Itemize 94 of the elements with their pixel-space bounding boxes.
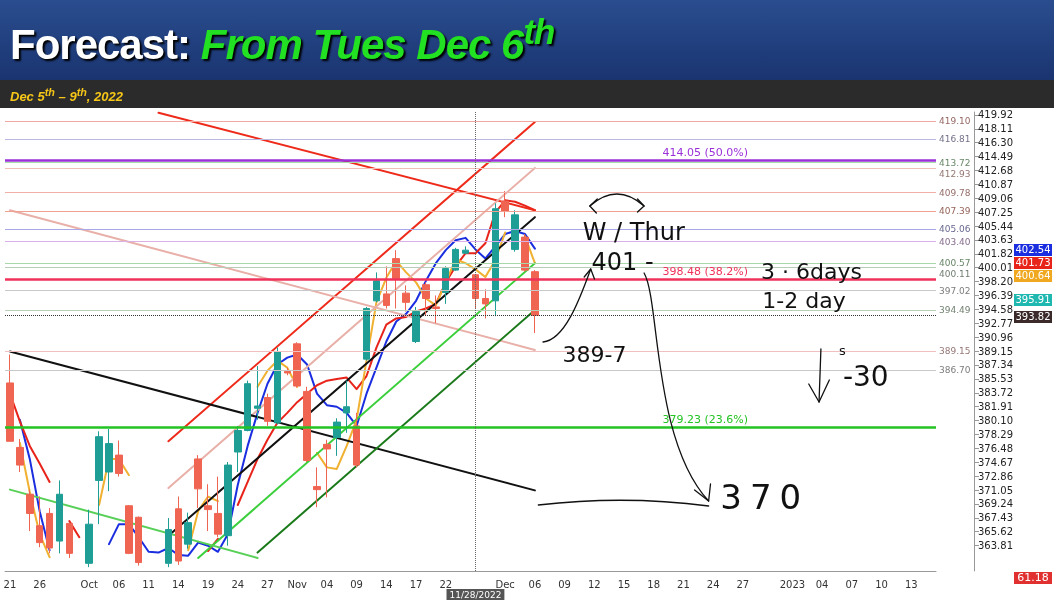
- y-tick-label: 389.15: [978, 345, 1013, 357]
- ref-line-label: 407.39: [939, 206, 971, 217]
- y-tick-label: 371.05: [978, 484, 1013, 496]
- y-tick-label: 365.62: [978, 526, 1013, 538]
- y-tick-label: 401.82: [978, 248, 1013, 260]
- y-tick-label: 372.86: [978, 470, 1013, 482]
- y-tick-label: 367.43: [978, 512, 1013, 524]
- x-tick-label: 24: [231, 578, 245, 590]
- y-tick-label: 381.91: [978, 401, 1013, 413]
- y-tick-label: 398.20: [978, 276, 1013, 288]
- x-tick-label: 26: [33, 578, 47, 590]
- x-tick-label: 2023: [779, 578, 806, 590]
- ref-line-label: 386.70: [939, 364, 971, 375]
- x-tick-label: 09: [558, 578, 571, 590]
- y-tick-label: 374.67: [978, 456, 1013, 468]
- x-tick-label: 19: [201, 578, 215, 590]
- x-tick-label: 11/28/2022: [449, 589, 502, 600]
- ref-line-label: 412.93: [939, 168, 971, 179]
- ref-line-label: 400.57: [939, 258, 971, 269]
- ref-line-label: 397.02: [939, 285, 971, 296]
- annotation: -30: [842, 359, 889, 393]
- x-tick-label: 22: [439, 578, 453, 590]
- text: 61.18: [1014, 571, 1052, 584]
- x-tick-label: Dec: [495, 578, 515, 590]
- chart-title: Forecast: From Tues Dec 6$^{th}$: [10, 12, 555, 68]
- y-tick-label: 396.39: [978, 290, 1013, 302]
- x-tick-label: 06: [112, 578, 126, 590]
- x-tick-label: 06: [528, 578, 542, 590]
- x-tick-label: 14: [379, 578, 393, 590]
- y-tick-label: 410.87: [978, 178, 1013, 190]
- y-tick-label: 380.10: [978, 415, 1013, 427]
- text: 402.54: [1014, 244, 1052, 256]
- ref-line-label: 409.78: [939, 187, 971, 198]
- x-tick-label: 21: [677, 578, 690, 590]
- annotation: 389-7: [562, 341, 627, 367]
- text: 401.73: [1014, 257, 1052, 269]
- y-tick-label: 383.72: [978, 387, 1013, 399]
- y-tick-label: 369.24: [978, 498, 1013, 510]
- x-tick-label: 21: [3, 578, 17, 590]
- y-tick-label: 390.96: [978, 331, 1013, 343]
- x-tick-label: 17: [409, 578, 423, 590]
- annotation: 401 -: [591, 248, 654, 276]
- text: 400.64: [1014, 270, 1052, 282]
- x-tick-label: 15: [617, 578, 631, 590]
- annotation: W / Thur: [582, 218, 685, 246]
- y-tick-label: 412.68: [978, 164, 1013, 176]
- ref-line-label: 400.11: [939, 269, 971, 280]
- y-tick-label: 407.25: [978, 206, 1013, 218]
- ref-line-label: 416.81: [939, 133, 971, 144]
- y-tick-label: 414.49: [978, 151, 1013, 163]
- y-tick-label: 378.29: [978, 428, 1013, 440]
- ref-line-label: 389.15: [939, 346, 971, 357]
- x-tick-label: 24: [706, 578, 720, 590]
- x-tick-label: 04: [815, 578, 829, 590]
- x-tick-label: 04: [320, 578, 334, 590]
- y-tick-label: 418.11: [978, 123, 1013, 135]
- x-tick-label: 14: [171, 578, 185, 590]
- ref-line-label: 394.49: [939, 305, 971, 316]
- annotation: 1-2 day: [762, 287, 846, 313]
- ref-line-label: 405.06: [939, 223, 971, 234]
- x-tick-label: 13: [904, 578, 918, 590]
- y-tick-label: 385.53: [978, 373, 1013, 385]
- ref-line-label: 413.72: [939, 157, 971, 168]
- x-tick-label: 09: [350, 578, 363, 590]
- x-tick-label: 18: [647, 578, 661, 590]
- y-tick-label: 363.81: [978, 540, 1013, 552]
- y-tick-label: 400.01: [978, 262, 1013, 274]
- y-tick-label: 394.58: [978, 303, 1013, 315]
- ref-line-label: 398.48 (38.2%): [662, 265, 748, 279]
- text: 395.91: [1014, 294, 1052, 306]
- y-tick-label: 376.48: [978, 442, 1013, 454]
- y-tick-label: 387.34: [978, 359, 1013, 371]
- ref-line-label: 403.40: [939, 236, 971, 247]
- ref-line-label: 419.10: [939, 116, 971, 127]
- y-tick-label: 405.44: [978, 220, 1013, 232]
- chart-subtitle: Dec 5$^{th}$ – 9$^{th}$, 2022: [10, 86, 124, 105]
- annotation: 370: [720, 477, 810, 517]
- x-tick-label: 27: [261, 578, 274, 590]
- annotation: 3 · 6days: [761, 258, 862, 284]
- x-tick-label: 10: [875, 578, 888, 590]
- y-tick-label: 419.92: [978, 109, 1013, 121]
- x-tick-label: Nov: [287, 578, 308, 590]
- ref-line-label: 414.05 (50.0%): [662, 145, 748, 159]
- y-tick-label: 392.77: [978, 317, 1013, 329]
- y-tick-label: 416.30: [978, 137, 1013, 149]
- y-tick-label: 409.06: [978, 192, 1013, 204]
- x-tick-label: 11: [142, 578, 155, 590]
- text: 393.82: [1014, 311, 1052, 323]
- x-tick-label: 07: [845, 578, 859, 590]
- x-tick-label: 12: [587, 578, 601, 590]
- x-tick-label: 27: [736, 578, 750, 590]
- x-tick-label: Oct: [80, 578, 98, 590]
- annotation: s: [839, 342, 846, 358]
- y-tick-label: 403.63: [978, 234, 1013, 246]
